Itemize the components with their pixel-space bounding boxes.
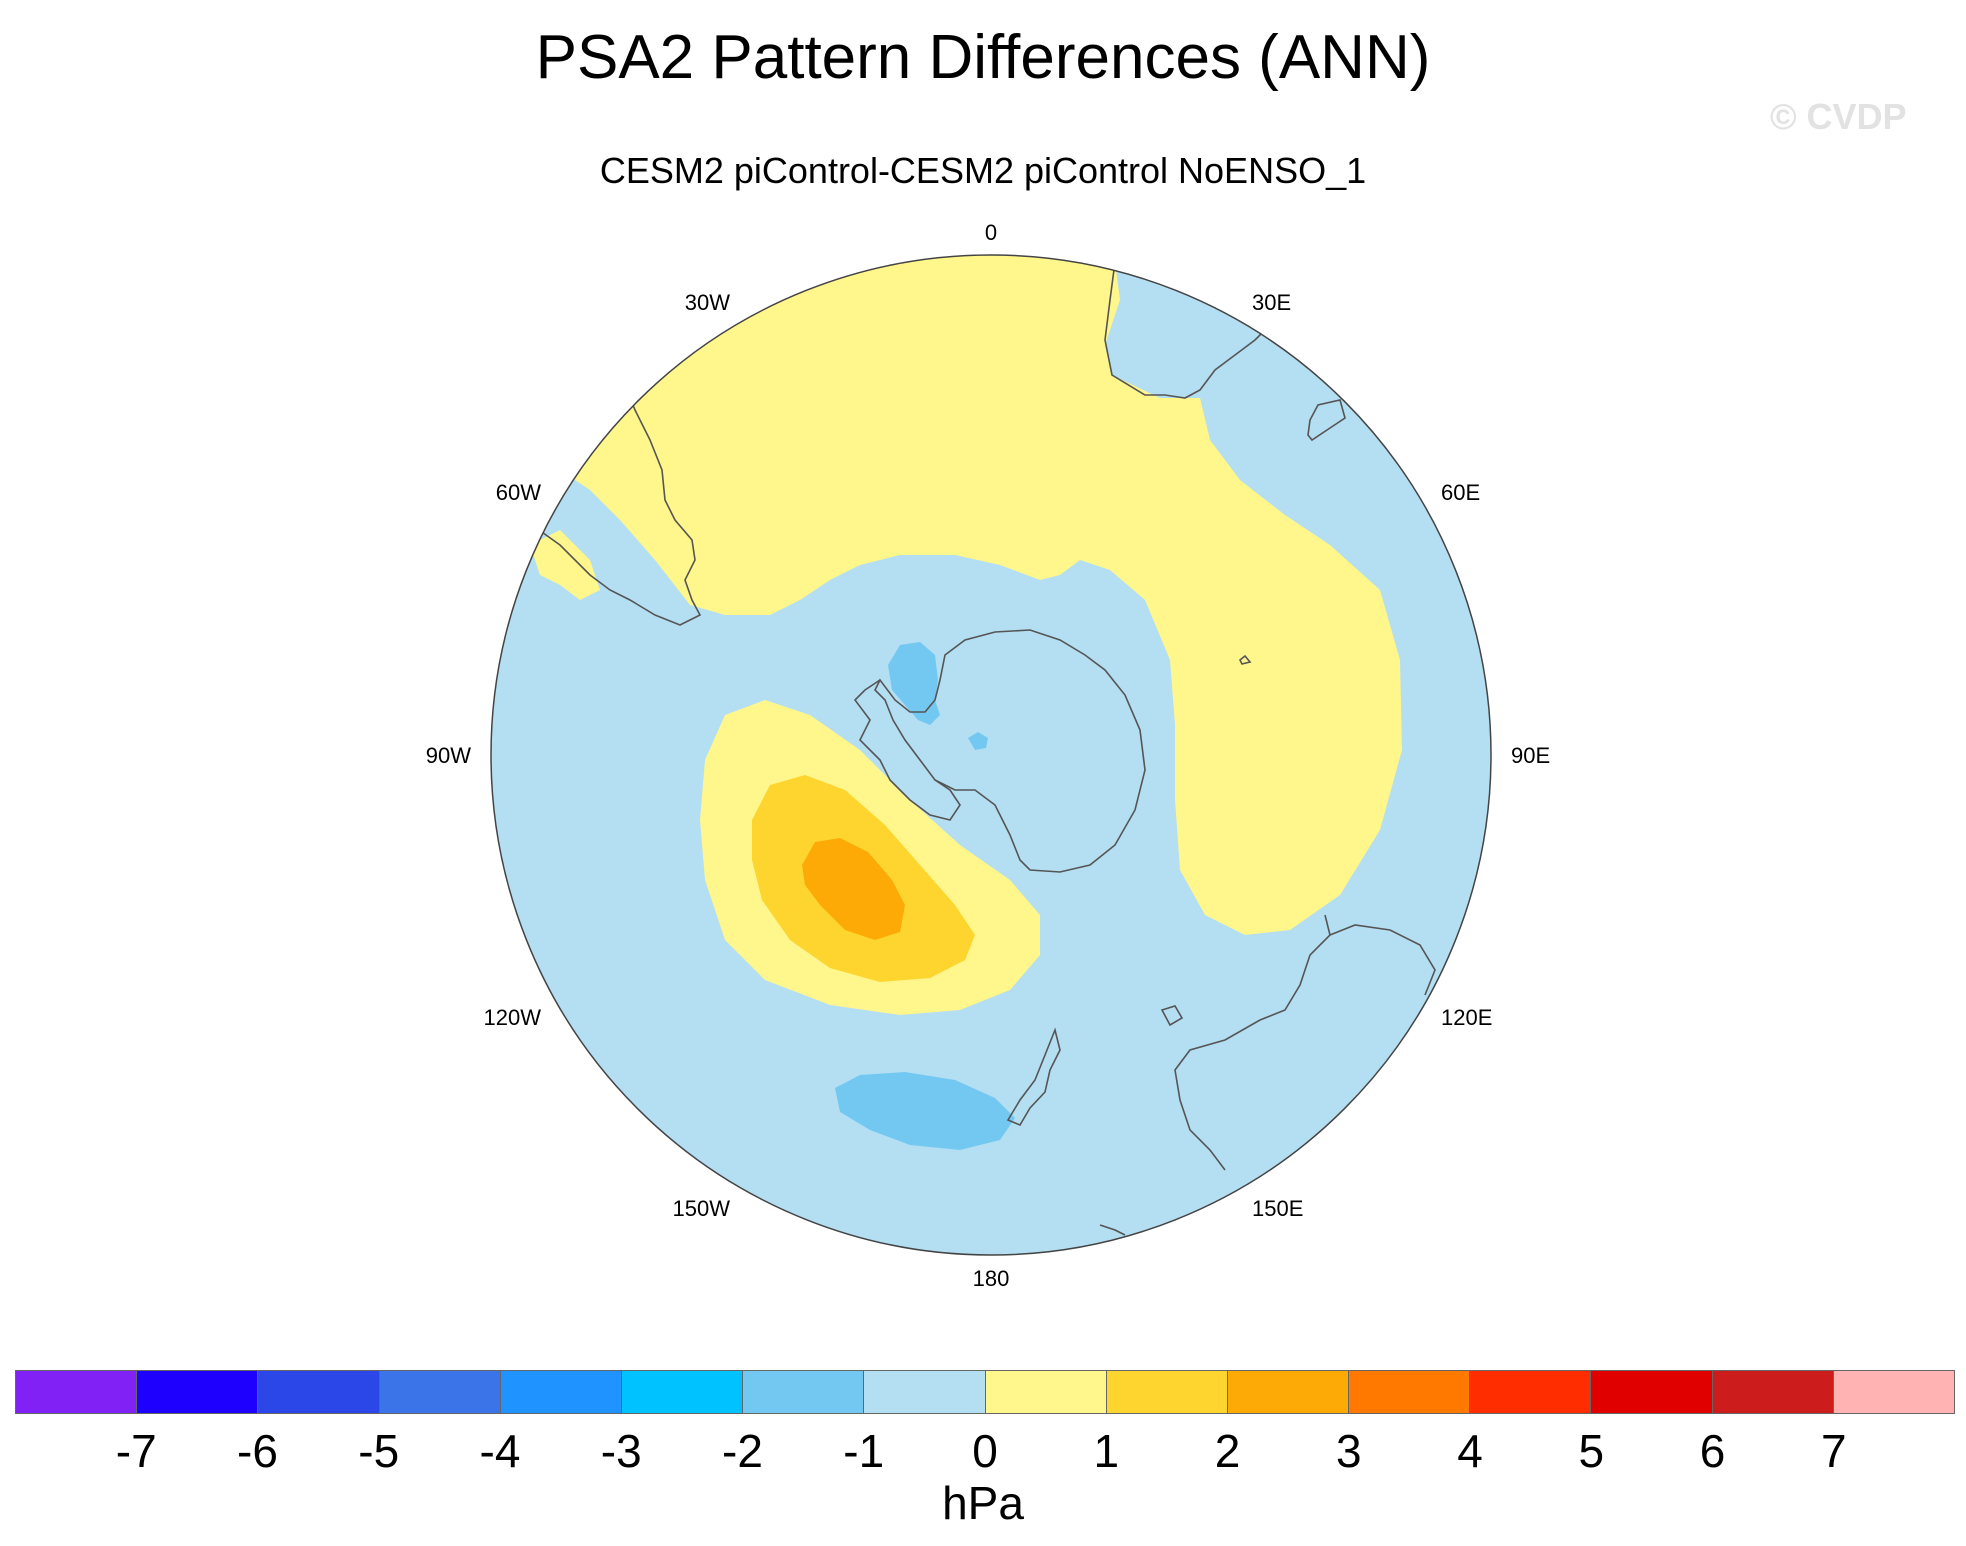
colorbar-segment [500, 1371, 622, 1413]
lon-label-90e: 90E [1511, 743, 1550, 768]
map-border [490, 254, 1492, 1256]
colorbar-segment [16, 1371, 138, 1413]
colorbar-tick-label: 7 [1820, 1425, 1847, 1477]
colorbar-units: hPa [942, 1477, 1024, 1529]
colorbar-ticks: -7 -6 -5 -4 -3 -2 -1 0 1 2 3 4 5 6 7 [0, 1424, 1966, 1484]
colorbar-tick-label: -5 [358, 1425, 400, 1477]
figure-title: PSA2 Pattern Differences (ANN) [535, 23, 1431, 92]
field-neg2-to-neg1-weddell [888, 642, 940, 725]
colorbar-tick-label: 1 [1093, 1425, 1120, 1477]
panel-subtitle: CESM2 piControl-CESM2 piControl NoENSO_1 [599, 150, 1367, 191]
lon-label-150w: 150W [673, 1196, 731, 1221]
colorbar-segment [137, 1371, 259, 1413]
colorbar-segment [1470, 1371, 1592, 1413]
colorbar-segment [621, 1371, 744, 1413]
colorbar-segment [743, 1371, 865, 1413]
lon-label-30e: 30E [1252, 290, 1291, 315]
colorbar-tick-label: -3 [600, 1425, 642, 1477]
colorbar-segment [1106, 1371, 1228, 1413]
colorbar-tick-label: 4 [1457, 1425, 1483, 1477]
lon-label-30w: 30W [685, 290, 730, 315]
field-0-to-1-west [530, 530, 600, 600]
field-neg2-to-neg1-ross [835, 1072, 1015, 1150]
colorbar-segment [1712, 1371, 1834, 1413]
colorbar-tick-label: 5 [1578, 1425, 1605, 1477]
colorbar-segment [985, 1371, 1107, 1413]
colorbar-tick-label: -4 [479, 1425, 521, 1477]
lon-label-120e: 120E [1441, 1005, 1492, 1030]
field-neg2-to-neg1-small [968, 732, 988, 750]
colorbar-tick-label: 2 [1214, 1425, 1241, 1477]
field-2-to-3 [802, 838, 905, 940]
colorbar-tick-label: 6 [1699, 1425, 1726, 1477]
field-0-to-1-north [520, 255, 1402, 935]
lon-label-0: 0 [985, 220, 997, 245]
lon-label-120w: 120W [484, 1005, 542, 1030]
colorbar-segment [1591, 1371, 1713, 1413]
lon-label-180: 180 [973, 1266, 1010, 1291]
lon-label-60w: 60W [496, 480, 541, 505]
colorbar-segment [1349, 1371, 1471, 1413]
colorbar [15, 1370, 1955, 1414]
colorbar-segment [864, 1371, 986, 1413]
colorbar-tick-label: -1 [843, 1425, 885, 1477]
lon-label-60e: 60E [1441, 480, 1480, 505]
colorbar-segment [1833, 1371, 1954, 1413]
lon-label-90w: 90W [426, 743, 471, 768]
colorbar-segment [379, 1371, 501, 1413]
colorbar-segment [258, 1371, 380, 1413]
colorbar-tick-label: -7 [115, 1425, 157, 1477]
colorbar-tick-label: 0 [972, 1425, 998, 1477]
colorbar-tick-label: -6 [237, 1425, 278, 1477]
colorbar-tick-label: 3 [1335, 1425, 1362, 1477]
lon-label-150e: 150E [1252, 1196, 1303, 1221]
watermark: © CVDP [1770, 96, 1907, 137]
colorbar-tick-label: -2 [722, 1425, 763, 1477]
colorbar-segment [1227, 1371, 1350, 1413]
coastlines [524, 261, 1436, 1236]
